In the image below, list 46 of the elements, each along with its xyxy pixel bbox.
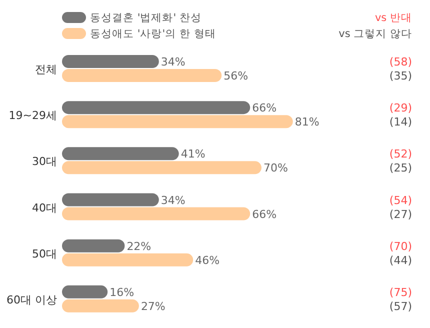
text: (58) (389, 56, 412, 68)
data-label: 56% (224, 70, 248, 82)
text: (35) (389, 70, 412, 82)
bar (62, 161, 262, 174)
data-label: 41% (180, 148, 206, 161)
data-label: 66% (252, 208, 277, 221)
data-label: 81% (294, 116, 320, 129)
text: (57) (389, 300, 412, 313)
text: (70) (389, 240, 412, 253)
text: (44) (389, 254, 412, 267)
legend-label: 동성애도 '사랑'의 한 형태 (90, 28, 216, 40)
text: vs 반대 (374, 12, 412, 24)
y-tick-label: 40대 (32, 201, 57, 214)
bar (62, 147, 179, 160)
text: (54) (389, 194, 412, 207)
text: vs 그렇지 않다 (338, 28, 412, 40)
data-label: 66% (252, 102, 277, 115)
bar (62, 253, 194, 266)
text: (52) (389, 148, 412, 161)
y-tick-label: 전체 (35, 63, 57, 76)
text: (25) (389, 162, 412, 175)
text: (27) (389, 208, 412, 221)
bar (62, 299, 139, 312)
bar (62, 285, 108, 298)
data-label: 34% (160, 56, 186, 68)
y-tick-label: 19~29세 (8, 109, 57, 122)
bar (62, 115, 293, 128)
data-label: 27% (140, 300, 166, 313)
y-tick-label: 60대 이상 (6, 293, 57, 306)
bar (62, 55, 159, 68)
text: (75) (389, 286, 412, 299)
text: (29) (389, 102, 412, 115)
y-tick-label: 30대 (32, 155, 57, 168)
legend-label: 동성결혼 '법제화' 찬성 (90, 12, 202, 24)
bar (62, 69, 222, 82)
text: (14) (389, 116, 412, 129)
data-label: 34% (160, 194, 186, 207)
y-tick-label: 50대 (32, 247, 57, 260)
data-label: 70% (264, 162, 288, 175)
bar (62, 239, 125, 252)
data-label: 16% (110, 286, 134, 299)
data-label: 22% (126, 240, 152, 253)
bar (62, 193, 159, 206)
bar (62, 207, 250, 220)
data-label: 46% (195, 254, 220, 267)
bar (62, 101, 250, 114)
